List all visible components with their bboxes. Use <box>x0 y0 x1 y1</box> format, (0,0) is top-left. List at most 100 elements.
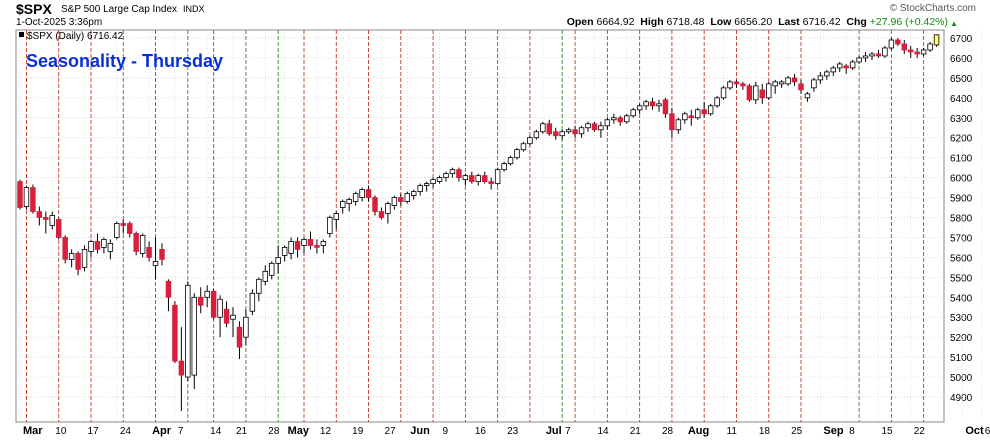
candle-body <box>462 175 469 181</box>
candle-body <box>688 115 694 119</box>
candle-body <box>856 57 862 63</box>
x-tick-label: Jun <box>410 425 430 437</box>
y-tick-label: 6600 <box>950 54 973 65</box>
x-tick-label: Mar <box>23 425 43 437</box>
candle-body <box>378 211 385 218</box>
candle-body <box>88 241 94 252</box>
candle-body <box>17 181 23 208</box>
y-tick-label: 5500 <box>950 273 973 284</box>
candle-body <box>43 217 49 220</box>
candle-body <box>482 175 488 183</box>
candle-body <box>882 47 888 57</box>
candle-body <box>269 262 275 276</box>
candle-body <box>49 215 55 226</box>
candle-body <box>36 211 43 218</box>
x-tick-label: 14 <box>210 426 222 437</box>
candle-body <box>56 219 62 238</box>
candle-body <box>314 245 320 248</box>
candle-body <box>785 77 791 85</box>
x-tick-label: 6 <box>985 426 990 437</box>
last-value: 6716.42 <box>802 16 841 28</box>
candle-body <box>585 123 591 129</box>
candle-body <box>133 233 139 252</box>
up-arrow-icon: ▲ <box>950 19 958 28</box>
index-name: S&P 500 Large Cap Index <box>61 4 178 15</box>
candle-body <box>798 83 804 91</box>
candle-body <box>701 109 707 115</box>
candle-body <box>417 185 423 192</box>
y-tick-label: 6200 <box>950 134 973 145</box>
quote-datetime: 1-Oct-2025 3:36pm <box>16 17 103 28</box>
candle-body <box>294 241 301 250</box>
x-tick-label: 12 <box>320 426 332 437</box>
candle-body <box>598 125 604 131</box>
candle-body <box>172 304 178 362</box>
x-tick-label: 9 <box>443 426 449 437</box>
candle-body <box>869 53 875 57</box>
candle-body <box>624 115 630 123</box>
candle-body <box>546 123 552 135</box>
low-label: Low <box>710 16 732 28</box>
candle-body <box>230 314 236 320</box>
candle-body <box>520 143 527 151</box>
quote-summary: Open 6664.92 High 6718.48 Low 6656.20 La… <box>567 16 948 28</box>
candle-body <box>901 43 907 51</box>
candle-body <box>333 213 339 220</box>
candle-body <box>352 193 359 202</box>
candle-body <box>501 163 507 171</box>
candle-body <box>443 173 449 179</box>
candle-body <box>772 81 778 87</box>
y-tick-label: 5200 <box>950 333 973 344</box>
candle-body <box>243 316 249 338</box>
candle-body <box>475 175 481 183</box>
candle-body <box>320 241 327 246</box>
candle-body <box>165 280 172 298</box>
candle-body <box>591 123 598 131</box>
plot-frame <box>15 29 945 423</box>
x-tick-label: 16 <box>475 426 487 437</box>
candle-body <box>236 326 243 348</box>
candle-body <box>707 105 714 115</box>
candle-body <box>185 284 191 378</box>
candle-body <box>68 252 75 260</box>
candle-body <box>62 237 68 260</box>
candle-body <box>275 256 281 264</box>
candle-body <box>617 117 623 123</box>
candle-body <box>914 51 920 55</box>
candle-body <box>152 260 159 266</box>
candle-body <box>159 249 165 260</box>
candle-body <box>817 75 824 81</box>
candle-body <box>507 157 514 165</box>
y-tick-label: 5100 <box>950 353 973 364</box>
candle-body <box>669 113 675 131</box>
y-tick-label: 6500 <box>950 74 973 85</box>
y-tick-label: 5800 <box>950 214 973 225</box>
candle-body <box>327 217 333 234</box>
candle-body <box>888 39 895 49</box>
candle-body <box>23 187 30 207</box>
candle-body <box>895 39 901 45</box>
x-tick-label: 23 <box>507 426 519 437</box>
candle-body <box>223 308 230 324</box>
candle-body <box>804 93 811 99</box>
candle-body <box>30 187 36 212</box>
candle-body <box>553 131 559 137</box>
candle-body <box>565 129 572 133</box>
candle-body <box>81 249 88 268</box>
high-label: High <box>640 16 664 28</box>
candle-body <box>875 53 882 57</box>
candle-body <box>398 197 404 202</box>
candle-body <box>127 223 133 234</box>
candle-body <box>656 103 662 107</box>
candle-body <box>372 197 378 212</box>
candle-body <box>198 296 204 306</box>
y-tick-label: 5900 <box>950 194 973 205</box>
candle-body <box>727 81 733 89</box>
candle-body <box>791 77 798 83</box>
candle-body <box>675 119 682 131</box>
candle-body <box>695 109 701 119</box>
candle-body <box>649 101 656 107</box>
chart-legend: $SPX (Daily) 6716.42 <box>27 31 124 42</box>
brand-watermark: © StockCharts.com <box>889 3 976 14</box>
y-tick-label: 6700 <box>950 34 973 45</box>
